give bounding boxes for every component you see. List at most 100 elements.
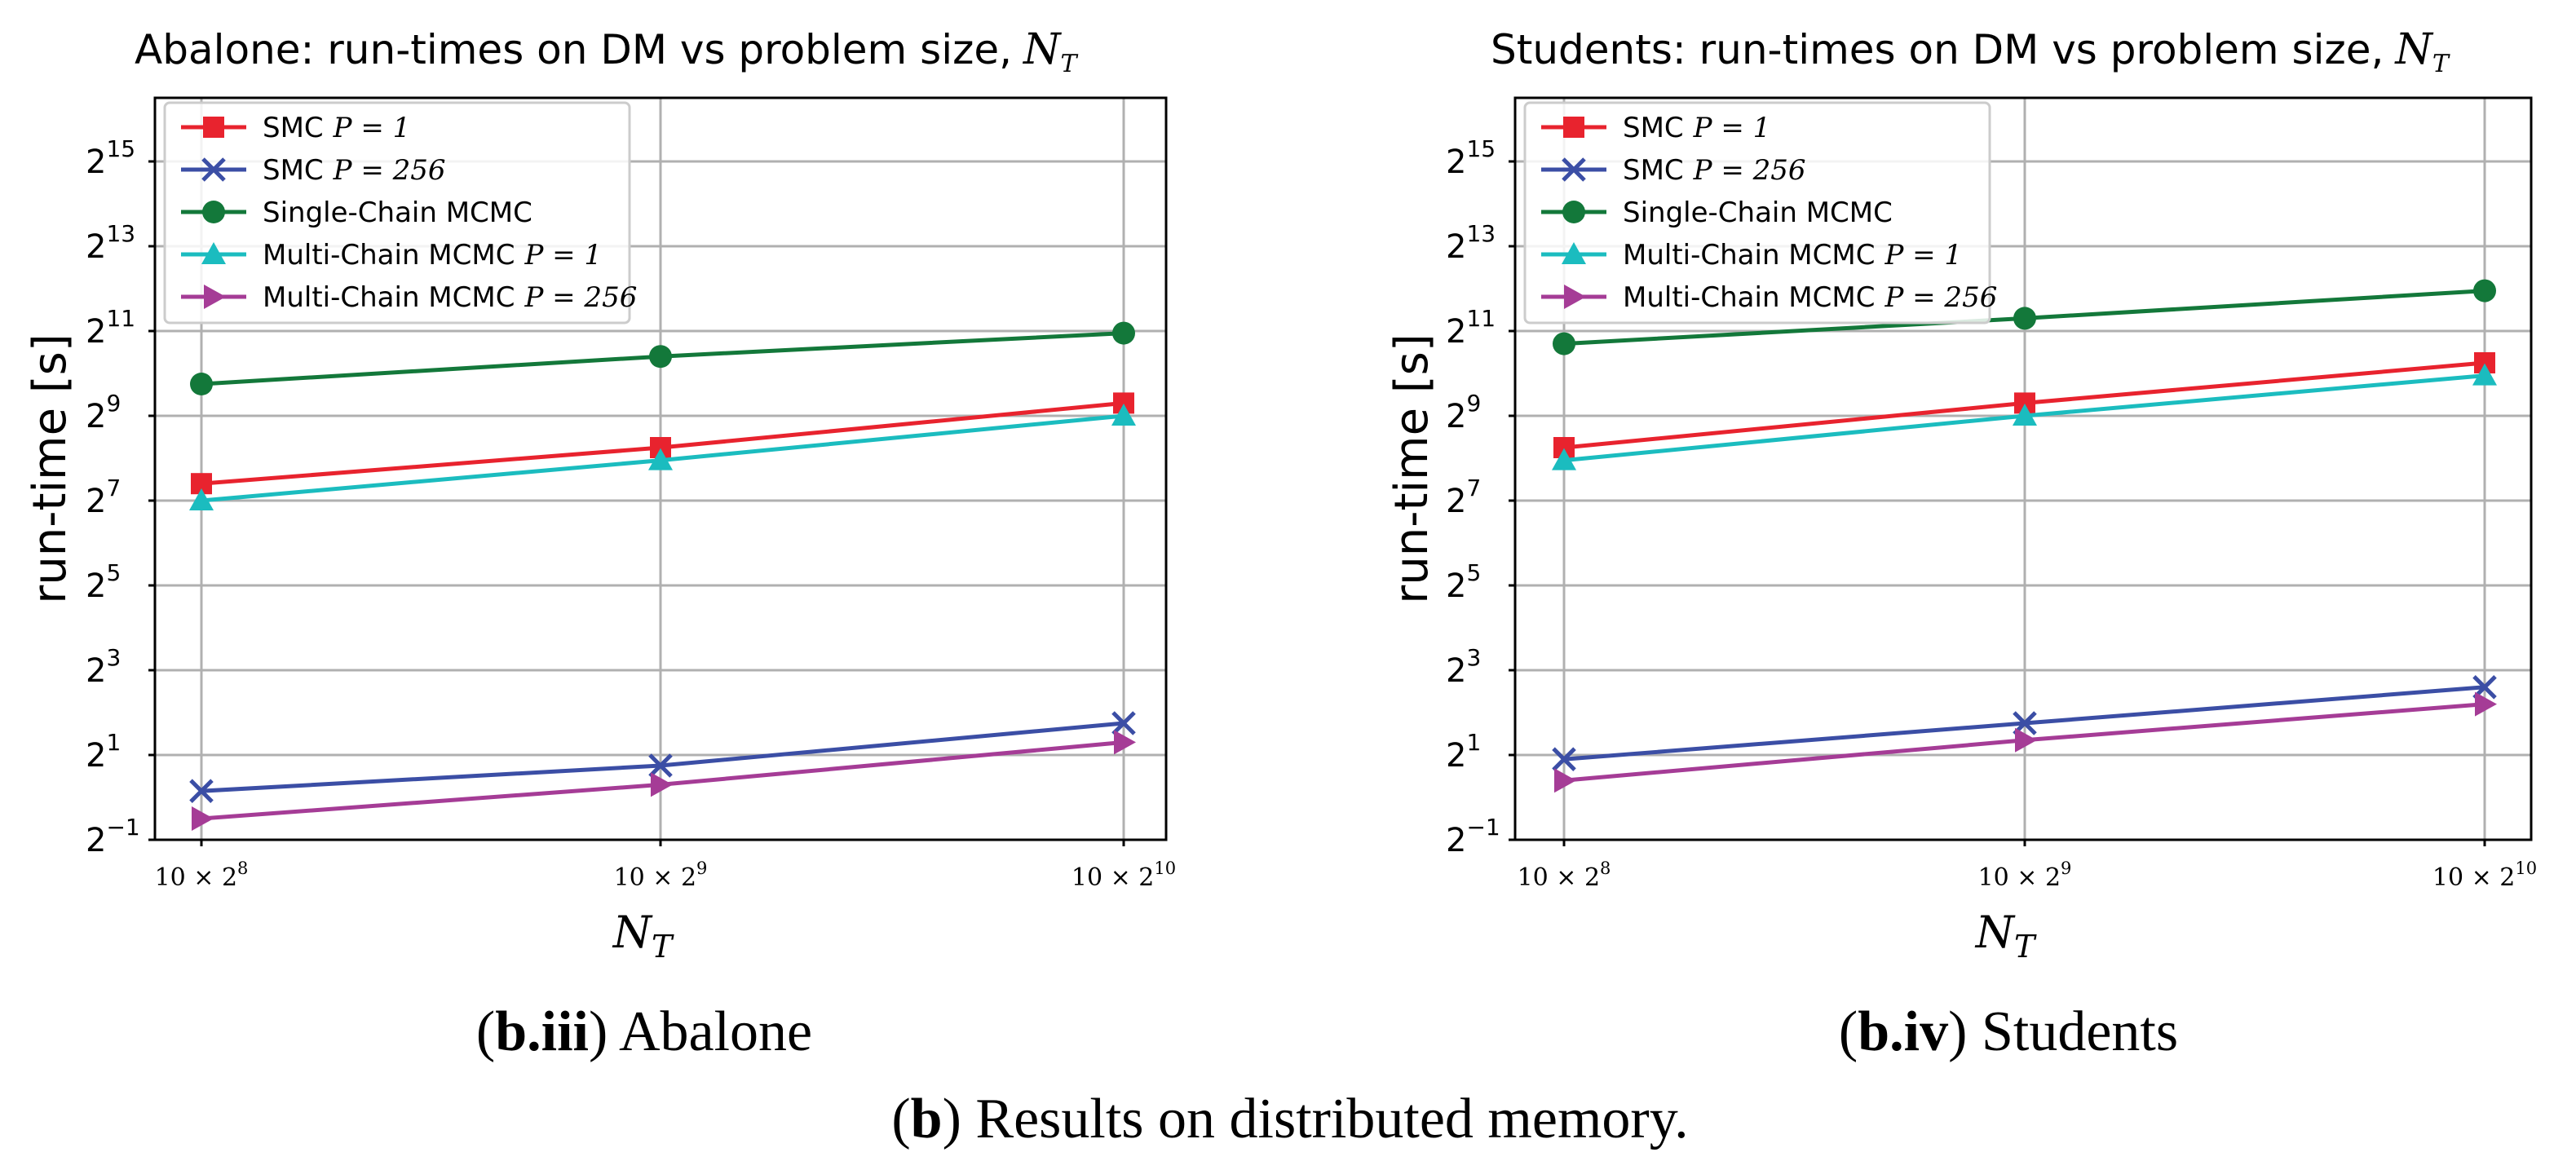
y-tick-label: 211 bbox=[1446, 305, 1496, 351]
y-tick-exponent: 7 bbox=[106, 475, 121, 501]
data-point bbox=[2472, 363, 2497, 386]
subfigure-caption-paren: ) bbox=[589, 1000, 608, 1063]
x-axis-label: NT bbox=[612, 907, 674, 965]
y-tick-label: 27 bbox=[86, 475, 121, 520]
x-tick-label: 10 × 210 bbox=[2432, 859, 2537, 892]
y-tick-exponent: −1 bbox=[106, 814, 139, 841]
legend-label: SMC P = 1 bbox=[1623, 112, 1770, 144]
y-tick-label: 27 bbox=[1446, 475, 1481, 520]
data-point bbox=[2013, 404, 2037, 426]
figure-caption-text: Results on distributed memory. bbox=[961, 1088, 1689, 1150]
chart-title-math: N bbox=[1022, 25, 1062, 74]
x-tick-label: 10 × 29 bbox=[1978, 859, 2072, 892]
y-tick-label: 215 bbox=[86, 135, 135, 181]
y-tick-label: 23 bbox=[1446, 644, 1481, 690]
y-tick-exponent: 3 bbox=[1466, 644, 1481, 671]
data-point bbox=[1114, 730, 1136, 755]
legend-label-math: P = 1 bbox=[1884, 239, 1962, 272]
y-tick-exponent: 1 bbox=[1466, 729, 1481, 756]
chart-title-math-sub: T bbox=[1061, 50, 1079, 78]
legend-label: Multi-Chain MCMC P = 1 bbox=[1623, 239, 1962, 272]
x-axis-label-sub: T bbox=[2014, 929, 2037, 965]
y-tick-exponent: 1 bbox=[106, 729, 121, 756]
y-tick-label: 29 bbox=[1446, 390, 1481, 435]
x-tick-exponent: 10 bbox=[1154, 859, 1176, 878]
y-tick-exponent: 5 bbox=[1466, 559, 1481, 586]
x-axis-label: NT bbox=[1974, 907, 2037, 965]
y-tick-exponent: 13 bbox=[106, 220, 135, 247]
y-tick-exponent: 3 bbox=[106, 644, 121, 671]
y-tick-exponent: 11 bbox=[106, 305, 135, 332]
legend-label-math: P = 1 bbox=[333, 112, 411, 144]
subfigure-caption-label: b.iii bbox=[495, 1000, 589, 1063]
y-axis-label: run-time [s] bbox=[1385, 333, 1438, 603]
legend-marker bbox=[1563, 117, 1584, 138]
data-point bbox=[648, 753, 673, 778]
legend-label: SMC P = 1 bbox=[263, 112, 410, 144]
x-tick-exponent: 9 bbox=[696, 859, 707, 878]
y-tick-exponent: 15 bbox=[1466, 135, 1496, 162]
plot-frame bbox=[1513, 96, 2533, 841]
figure-caption: (b) Results on distributed memory. bbox=[891, 1088, 1688, 1150]
legend-label-math: P = 1 bbox=[1693, 112, 1771, 144]
data-point bbox=[189, 488, 214, 510]
chart-title: Students: run-times on DM vs problem siz… bbox=[1491, 25, 2450, 78]
data-point bbox=[1111, 404, 1136, 426]
y-tick-label: 215 bbox=[1446, 135, 1496, 181]
y-tick-exponent: 15 bbox=[106, 135, 135, 162]
legend-label: Multi-Chain MCMC P = 1 bbox=[263, 239, 602, 272]
data-point bbox=[1112, 321, 1135, 345]
legend-label: SMC P = 256 bbox=[263, 154, 446, 187]
y-tick-label: 213 bbox=[86, 220, 135, 266]
data-point bbox=[2015, 727, 2037, 753]
chart-title-math: N bbox=[2393, 25, 2433, 74]
legend-marker bbox=[203, 117, 224, 138]
subfigure-caption-text: Students bbox=[1967, 1000, 2178, 1063]
legend-marker bbox=[1562, 157, 1586, 182]
legend-label: Single-Chain MCMC bbox=[1623, 196, 1893, 229]
y-tick-label: 25 bbox=[86, 559, 121, 605]
y-tick-exponent: −1 bbox=[1466, 814, 1500, 841]
legend-box bbox=[163, 101, 631, 325]
y-tick-exponent: 7 bbox=[1466, 475, 1481, 501]
data-point bbox=[2013, 307, 2036, 330]
data-point bbox=[1554, 768, 1576, 793]
legend-box bbox=[1523, 101, 1991, 325]
legend-label-math: P = 256 bbox=[524, 281, 637, 314]
data-point bbox=[2473, 279, 2496, 302]
legend-label-math: P = 1 bbox=[524, 239, 602, 272]
data-point bbox=[2475, 691, 2497, 717]
x-tick-label: 10 × 29 bbox=[614, 859, 708, 892]
data-point bbox=[1552, 448, 1576, 470]
y-tick-label: 21 bbox=[1446, 729, 1481, 775]
legend-marker bbox=[202, 201, 225, 223]
x-tick-label: 10 × 28 bbox=[1518, 859, 1611, 892]
data-point bbox=[189, 779, 214, 803]
subfigure-caption: (b.iv) Students bbox=[1839, 1000, 2178, 1063]
chart-title: Abalone: run-times on DM vs problem size… bbox=[135, 25, 1079, 78]
x-tick-exponent: 9 bbox=[2061, 859, 2071, 878]
subfigure-caption-text: Abalone bbox=[608, 1000, 812, 1063]
x-tick-exponent: 10 bbox=[2515, 859, 2537, 878]
legend-marker bbox=[1562, 201, 1585, 223]
legend-marker bbox=[204, 285, 226, 309]
y-tick-label: 25 bbox=[1446, 559, 1481, 605]
subfigure-caption: (b.iii) Abalone bbox=[476, 1000, 812, 1063]
legend-marker bbox=[1564, 285, 1586, 309]
data-point bbox=[192, 806, 214, 831]
figure-caption-label: b bbox=[911, 1088, 943, 1150]
y-tick-label: 23 bbox=[86, 644, 121, 690]
y-tick-label: 21 bbox=[86, 729, 121, 775]
chart-panel-students: Students: run-times on DM vs problem siz… bbox=[1385, 25, 2537, 1063]
data-point bbox=[651, 772, 673, 797]
legend-label: Multi-Chain MCMC P = 256 bbox=[1623, 281, 1997, 314]
y-tick-exponent: 11 bbox=[1466, 305, 1496, 332]
legend-label-math: P = 256 bbox=[333, 154, 446, 187]
legend-label: SMC P = 256 bbox=[1623, 154, 1806, 187]
y-tick-label: 29 bbox=[86, 390, 121, 435]
data-point bbox=[1552, 747, 1576, 771]
legend-marker bbox=[201, 242, 226, 264]
y-tick-exponent: 5 bbox=[106, 559, 121, 586]
data-point bbox=[1553, 332, 1575, 355]
y-tick-exponent: 13 bbox=[1466, 220, 1496, 247]
